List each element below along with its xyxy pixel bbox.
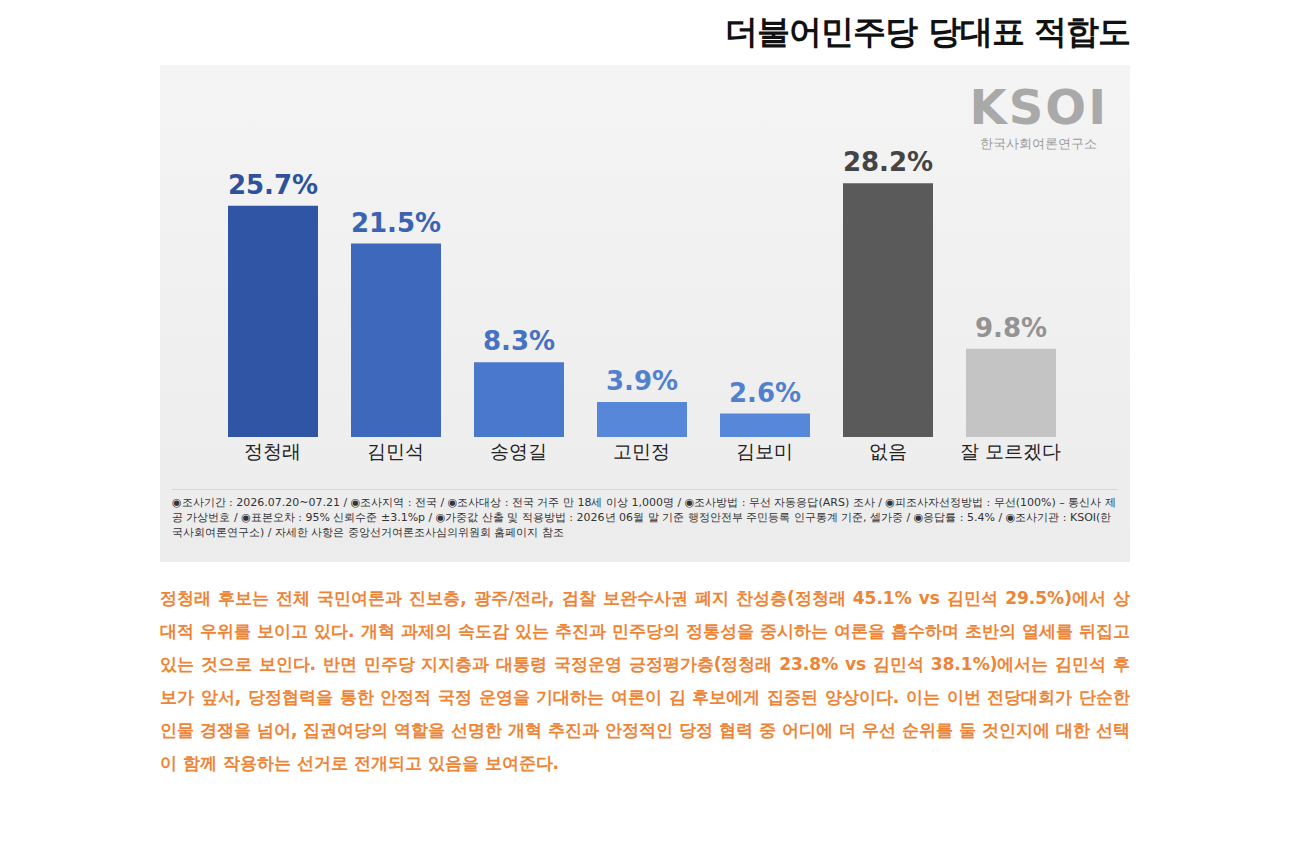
svg-text:고민정: 고민정 <box>613 440 670 462</box>
svg-text:3.9%: 3.9% <box>606 366 678 396</box>
svg-text:28.2%: 28.2% <box>843 147 933 177</box>
html-text:KSOI: KSOI <box>969 79 1108 135</box>
html-text:◉조사기간 : 2026.07.20~07.21 / ◉조사: ◉조사기간 : 2026.07.20~07.21 / ◉조사지역 : 전국 / … <box>172 496 1116 539</box>
svg-text:김보미: 김보미 <box>736 440 793 462</box>
svg-text:25.7%: 25.7% <box>228 170 318 200</box>
svg-text:2.6%: 2.6% <box>729 378 801 408</box>
html-text:한국사회여론연구소: 한국사회여론연구소 <box>980 136 1098 151</box>
html-text:더불어민주당 당대표 적합도: 더불어민주당 당대표 적합도 <box>725 12 1130 51</box>
svg-text:잘 모르겠다: 잘 모르겠다 <box>960 440 1061 462</box>
svg-text:송영길: 송영길 <box>490 440 547 462</box>
svg-text:21.5%: 21.5% <box>351 208 441 238</box>
svg-text:정청래: 정청래 <box>244 440 301 462</box>
svg-text:8.3%: 8.3% <box>483 326 555 356</box>
svg-text:없음: 없음 <box>869 440 907 462</box>
svg-text:김민석: 김민석 <box>367 440 424 462</box>
html-text:정청래 후보는 전체 국민여론과 진보층, 광주/전라, 검: 정청래 후보는 전체 국민여론과 진보층, 광주/전라, 검찰 보완수사권 폐지… <box>160 588 1130 773</box>
svg-text:9.8%: 9.8% <box>975 313 1047 343</box>
